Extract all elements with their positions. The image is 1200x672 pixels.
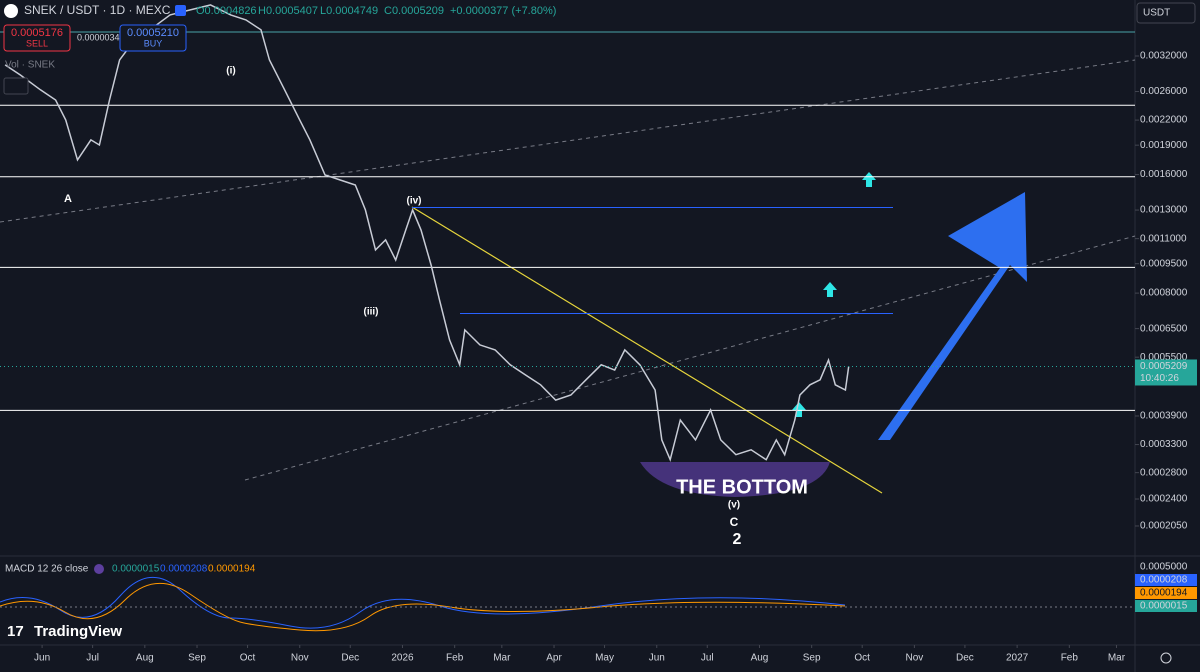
wave-label: 2 <box>733 531 742 548</box>
ohlc-close: C0.0005209 <box>384 5 444 17</box>
x-tick-label: Dec <box>956 653 974 664</box>
macd-value: 0.0000208 <box>160 564 208 575</box>
macd-tag-label: 0.0000015 <box>1140 601 1188 612</box>
wave-label: THE BOTTOM <box>676 476 808 498</box>
brand: TradingView <box>34 623 122 640</box>
channel-line <box>0 59 1136 223</box>
macd-tag-label: 0.0000208 <box>1140 575 1188 586</box>
x-tick-label: Aug <box>751 653 769 664</box>
x-tick-label: Apr <box>546 653 562 664</box>
ohlc-low: L0.0004749 <box>320 5 378 17</box>
x-tick-label: Sep <box>188 653 206 664</box>
flag-icon <box>175 5 186 16</box>
x-tick-label: Feb <box>1061 653 1079 664</box>
symbol-icon <box>4 4 18 18</box>
trendline <box>411 206 883 494</box>
y-tick-label: 0.0011000 <box>1140 233 1187 244</box>
up-arrow <box>862 172 876 187</box>
macd-tag <box>1135 574 1197 586</box>
channel-line <box>244 235 1136 481</box>
x-tick-label: Dec <box>341 653 359 664</box>
y-tick-label: 0.0005500 <box>1140 352 1188 363</box>
sell-price: 0.0005176 <box>11 27 63 39</box>
sell-label: SELL <box>26 38 48 48</box>
x-tick-label: Mar <box>1108 653 1126 664</box>
x-tick-label: Sep <box>803 653 821 664</box>
y-tick-label: 0.0002050 <box>1140 521 1188 532</box>
x-tick-label: May <box>595 653 614 664</box>
x-tick-label: 2026 <box>391 653 414 664</box>
macd-settings[interactable] <box>94 564 104 574</box>
buy-price: 0.0005210 <box>127 27 179 39</box>
wave-label: (iii) <box>364 307 379 318</box>
macd-value: 0.0000194 <box>208 564 256 575</box>
brand-logo: 17 <box>7 623 24 640</box>
last-price-tag <box>1135 359 1197 386</box>
spread: 0.0000034 <box>77 32 120 42</box>
x-tick-label: Jun <box>34 653 50 664</box>
buy-label: BUY <box>144 38 163 48</box>
ohlc-open: O0.0004826 <box>196 5 257 17</box>
y-tick-label: 0.0008000 <box>1140 288 1188 299</box>
x-tick-label: Feb <box>446 653 464 664</box>
y-tick-label: 0.0003900 <box>1140 411 1188 422</box>
y-tick-label: 0.0032000 <box>1140 51 1188 62</box>
symbol-title: SNEK / USDT · 1D · MEXC <box>24 3 171 17</box>
wave-label: C <box>730 515 739 529</box>
y-tick-label: 0.0022000 <box>1140 115 1188 126</box>
macd-tag <box>1135 600 1197 612</box>
y-tick-label: 0.0013000 <box>1140 205 1188 216</box>
sell-button[interactable] <box>3 24 71 52</box>
x-tick-label: Jun <box>649 653 665 664</box>
currency: USDT <box>1143 8 1170 19</box>
x-tick-label: 2027 <box>1006 653 1029 664</box>
x-tick-label: Oct <box>240 653 256 664</box>
y-tick-label: 0.0003300 <box>1140 439 1188 450</box>
up-arrow <box>823 282 837 297</box>
collapse-button[interactable] <box>3 77 29 95</box>
wave-label: (i) <box>226 66 235 77</box>
x-tick-label: Nov <box>291 653 309 664</box>
bottom-zone <box>640 462 830 497</box>
macd-axis-label: 0.0005000 <box>1140 562 1188 573</box>
up-arrow <box>792 402 806 417</box>
y-tick-label: 0.0002800 <box>1140 467 1188 478</box>
volume-label: Vol · SNEK <box>5 60 55 71</box>
macd-value: 0.0000015 <box>112 564 160 575</box>
last-price-label: 0.0005209 <box>1140 361 1188 372</box>
settings-button[interactable] <box>1160 652 1172 664</box>
macd-line <box>0 576 846 629</box>
x-tick-label: Mar <box>493 653 511 664</box>
x-tick-label: Nov <box>906 653 924 664</box>
ohlc-change: +0.0000377 (+7.80%) <box>450 5 556 17</box>
x-tick-label: Oct <box>854 653 870 664</box>
wave-label: A <box>64 193 72 205</box>
y-tick-label: 0.0009500 <box>1140 258 1188 269</box>
macd-tag <box>1135 587 1197 599</box>
x-tick-label: Jul <box>86 653 99 664</box>
y-tick-label: 0.0026000 <box>1140 86 1188 97</box>
x-tick-label: Aug <box>136 653 154 664</box>
macd-tag-label: 0.0000194 <box>1140 588 1188 599</box>
ohlc-high: H0.0005407 <box>258 5 318 17</box>
projection-arrow <box>878 192 1027 440</box>
signal-line <box>0 582 846 632</box>
macd-title: MACD 12 26 close <box>5 564 89 575</box>
wave-label: (v) <box>728 500 740 511</box>
y-tick-label: 0.0002400 <box>1140 494 1188 505</box>
y-tick-label: 0.0019000 <box>1140 140 1188 151</box>
wave-label: (iv) <box>407 196 422 207</box>
x-tick-label: Jul <box>701 653 714 664</box>
buy-button[interactable] <box>119 24 187 52</box>
currency-button[interactable] <box>1136 2 1196 24</box>
countdown-label: 10:40:26 <box>1140 373 1179 384</box>
y-tick-label: 0.0006500 <box>1140 323 1188 334</box>
y-tick-label: 0.0016000 <box>1140 169 1188 180</box>
